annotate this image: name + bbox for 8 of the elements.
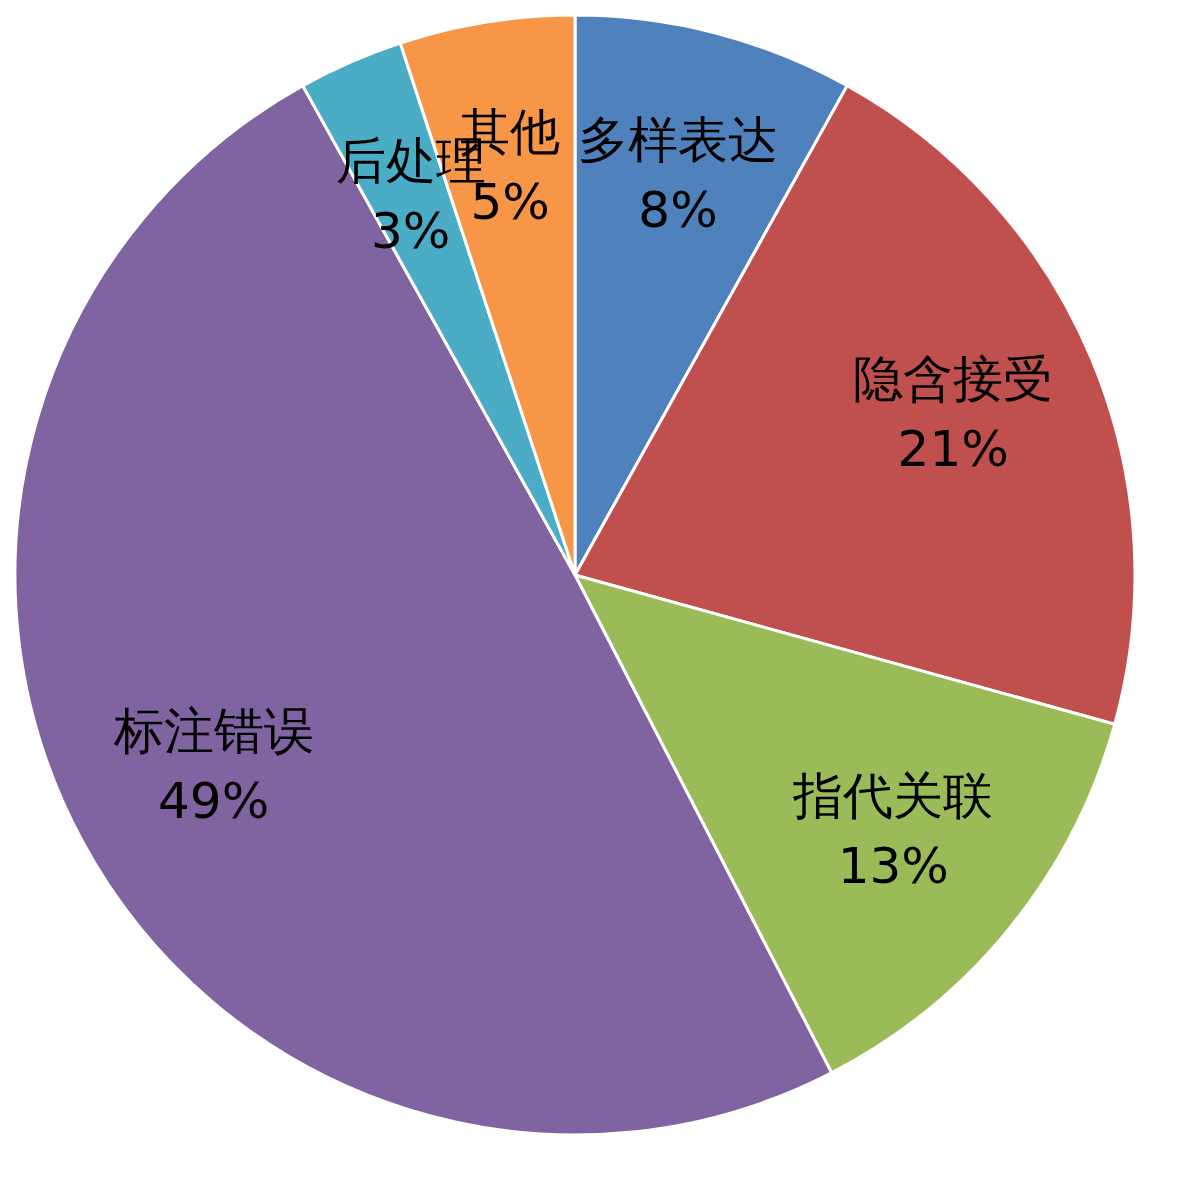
data-label: 13%: [837, 836, 949, 895]
data-label: 21%: [897, 419, 1009, 478]
slice-label: 标注错误: [112, 701, 314, 760]
data-label: 8%: [638, 181, 718, 240]
slice-label: 隐含接受: [853, 349, 1054, 408]
slice-label: 指代关联: [792, 766, 994, 825]
data-label: 49%: [158, 771, 270, 830]
slice-label: 多样表达: [577, 111, 778, 170]
